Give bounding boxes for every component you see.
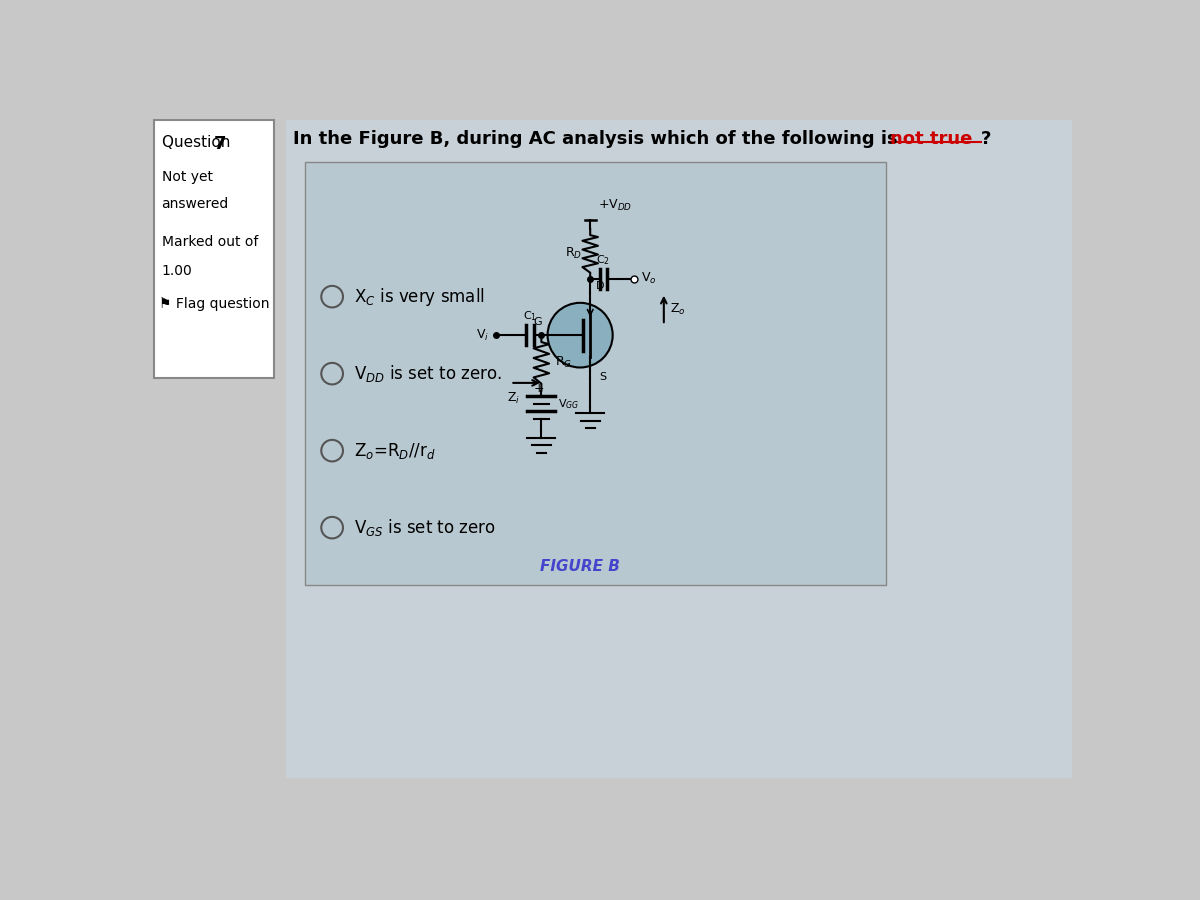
Text: not true: not true — [890, 130, 972, 148]
Text: V$_i$: V$_i$ — [475, 328, 488, 343]
Text: FIGURE B: FIGURE B — [540, 559, 620, 573]
Text: X$_C$ is very small: X$_C$ is very small — [354, 285, 485, 308]
Text: V$_{GG}$: V$_{GG}$ — [558, 397, 580, 410]
Text: Z$_o$=R$_D$//r$_d$: Z$_o$=R$_D$//r$_d$ — [354, 441, 436, 461]
Text: R$_D$: R$_D$ — [565, 247, 582, 262]
Text: 1.00: 1.00 — [162, 264, 192, 277]
Text: ?: ? — [980, 130, 991, 148]
Text: Z$_o$: Z$_o$ — [670, 302, 685, 317]
Text: ⚑ Flag question: ⚑ Flag question — [160, 297, 270, 310]
Text: V$_{GS}$ is set to zero: V$_{GS}$ is set to zero — [354, 518, 496, 538]
FancyBboxPatch shape — [154, 120, 274, 377]
Text: S: S — [600, 373, 607, 382]
Text: G: G — [533, 318, 542, 328]
Text: 7: 7 — [214, 135, 226, 153]
Text: Not yet: Not yet — [162, 169, 212, 184]
Text: D: D — [595, 282, 604, 292]
Text: V$_{DD}$ is set to zero.: V$_{DD}$ is set to zero. — [354, 364, 502, 384]
Text: Marked out of: Marked out of — [162, 235, 258, 249]
Text: +V$_{DD}$: +V$_{DD}$ — [598, 198, 632, 213]
Text: answered: answered — [162, 196, 229, 211]
Circle shape — [547, 302, 613, 367]
Text: Z$_i$: Z$_i$ — [508, 391, 521, 406]
Text: +: + — [534, 382, 545, 395]
Text: Question: Question — [162, 135, 235, 150]
FancyBboxPatch shape — [305, 162, 887, 585]
Text: In the Figure B, during AC analysis which of the following is: In the Figure B, during AC analysis whic… — [293, 130, 905, 148]
Text: C$_1$: C$_1$ — [523, 309, 536, 323]
Text: R$_G$: R$_G$ — [556, 356, 572, 371]
Text: C$_2$: C$_2$ — [596, 253, 611, 266]
FancyBboxPatch shape — [286, 120, 1073, 778]
Text: V$_o$: V$_o$ — [641, 272, 656, 286]
